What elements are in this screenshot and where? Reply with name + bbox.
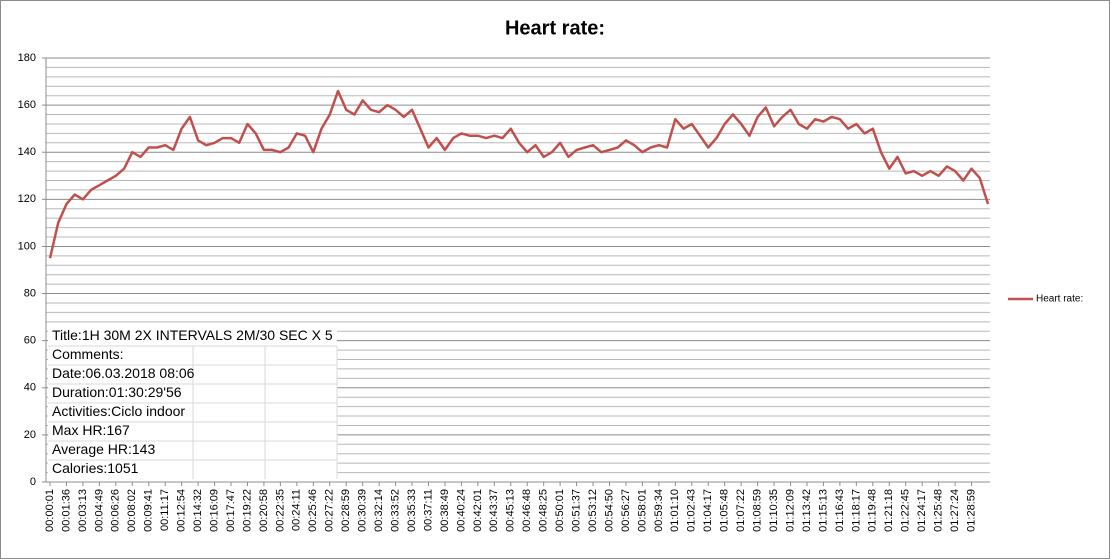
x-tick-label: 00:53:12 bbox=[587, 489, 599, 532]
x-tick-label: 00:22:35 bbox=[274, 489, 286, 532]
x-tick-label: 00:56:27 bbox=[620, 489, 632, 532]
x-tick-label: 00:35:33 bbox=[406, 489, 418, 532]
x-tick-label: 00:30:39 bbox=[357, 489, 369, 532]
x-tick-label: 00:24:11 bbox=[291, 489, 303, 531]
x-tick-label: 00:42:01 bbox=[472, 489, 484, 532]
y-tick-label: 60 bbox=[24, 335, 36, 347]
x-tick-label: 01:25:48 bbox=[933, 489, 945, 532]
y-tick-label: 120 bbox=[18, 193, 36, 205]
x-tick-label: 01:21:18 bbox=[883, 489, 895, 532]
x-tick-label: 00:04:49 bbox=[93, 489, 105, 532]
line-series bbox=[48, 89, 990, 259]
x-tick-label: 01:28:59 bbox=[965, 489, 977, 532]
x-tick-label: 00:27:22 bbox=[324, 489, 336, 532]
x-tick-label: 00:45:13 bbox=[505, 489, 517, 532]
x-tick-label: 00:20:58 bbox=[258, 489, 270, 532]
x-tick-label: 00:12:54 bbox=[176, 489, 188, 532]
x-tick-label: 00:00:01 bbox=[44, 489, 56, 532]
legend-label: Heart rate: bbox=[1036, 294, 1083, 305]
info-line: Comments: bbox=[52, 346, 124, 362]
x-tick-label: 00:43:37 bbox=[488, 489, 500, 532]
info-line: Date:06.03.2018 08:06 bbox=[52, 365, 195, 381]
x-tick-label: 01:01:10 bbox=[669, 489, 681, 532]
x-tick-label: 00:38:49 bbox=[439, 489, 451, 532]
y-tick-label: 40 bbox=[24, 382, 36, 394]
info-line: Average HR:143 bbox=[52, 441, 155, 457]
chart-title: Heart rate: bbox=[505, 17, 605, 39]
x-tick-label: 01:18:17 bbox=[850, 489, 862, 532]
x-tick-label: 00:54:50 bbox=[603, 489, 615, 532]
x-tick-label: 01:05:48 bbox=[719, 489, 731, 532]
x-tick-label: 01:02:43 bbox=[686, 489, 698, 532]
x-tick-label: 00:01:36 bbox=[60, 489, 72, 532]
x-tick-label: 00:06:26 bbox=[110, 489, 122, 532]
x-tick-label: 01:22:45 bbox=[900, 489, 912, 532]
x-tick-label: 00:03:13 bbox=[77, 489, 89, 532]
x-tick-label: 00:16:09 bbox=[208, 489, 220, 532]
y-tick-label: 80 bbox=[24, 287, 36, 299]
x-tick-label: 01:12:09 bbox=[784, 489, 796, 532]
x-tick-label: 00:14:32 bbox=[192, 489, 204, 532]
x-tick-label: 00:11:17 bbox=[159, 489, 171, 531]
x-tick-label: 01:07:22 bbox=[735, 489, 747, 532]
x-tick-label: 01:19:48 bbox=[867, 489, 879, 532]
x-tick-label: 01:10:35 bbox=[768, 489, 780, 532]
info-line: Calories:1051 bbox=[52, 460, 139, 476]
x-tick-label: 00:28:59 bbox=[340, 489, 352, 532]
x-tick-label: 00:48:25 bbox=[538, 489, 550, 532]
info-line: Max HR:167 bbox=[52, 422, 130, 438]
info-line: Title:1H 30M 2X INTERVALS 2M/30 SEC X 5 bbox=[52, 327, 333, 343]
x-tick-label: 01:16:43 bbox=[834, 489, 846, 532]
x-tick-label: 00:33:52 bbox=[389, 489, 401, 532]
x-tick-label: 00:58:01 bbox=[636, 489, 648, 532]
info-line: Activities:Ciclo indoor bbox=[52, 403, 185, 419]
x-tick-label: 00:46:48 bbox=[521, 489, 533, 532]
x-tick-label: 00:51:37 bbox=[571, 489, 583, 532]
x-tick-label: 00:08:02 bbox=[126, 489, 138, 532]
y-tick-label: 20 bbox=[24, 429, 36, 441]
y-tick-label: 140 bbox=[18, 146, 36, 158]
x-tick-label: 01:15:13 bbox=[817, 489, 829, 532]
y-tick-label: 160 bbox=[18, 99, 36, 111]
x-tick-label: 00:17:47 bbox=[225, 489, 237, 532]
x-tick-label: 01:04:17 bbox=[702, 489, 714, 532]
x-tick-label: 00:32:14 bbox=[373, 489, 385, 532]
x-tick-label: 00:19:22 bbox=[241, 489, 253, 532]
x-tick-label: 00:59:34 bbox=[653, 489, 665, 532]
x-tick-label: 00:09:41 bbox=[143, 489, 155, 532]
x-tick-label: 00:37:11 bbox=[422, 489, 434, 531]
x-tick-label: 00:50:01 bbox=[554, 489, 566, 532]
x-tick-label: 01:13:42 bbox=[801, 489, 813, 532]
x-tick-label: 00:25:46 bbox=[307, 489, 319, 532]
x-tick-label: 01:27:24 bbox=[949, 489, 961, 532]
x-tick-label: 00:40:24 bbox=[455, 489, 467, 532]
info-line: Duration:01:30:29'56 bbox=[52, 384, 182, 400]
x-tick-label: 01:24:17 bbox=[916, 489, 928, 532]
x-tick-label: 01:08:59 bbox=[752, 489, 764, 532]
y-tick-label: 100 bbox=[18, 240, 36, 252]
y-tick-label: 180 bbox=[18, 52, 36, 64]
y-tick-label: 0 bbox=[30, 476, 36, 488]
